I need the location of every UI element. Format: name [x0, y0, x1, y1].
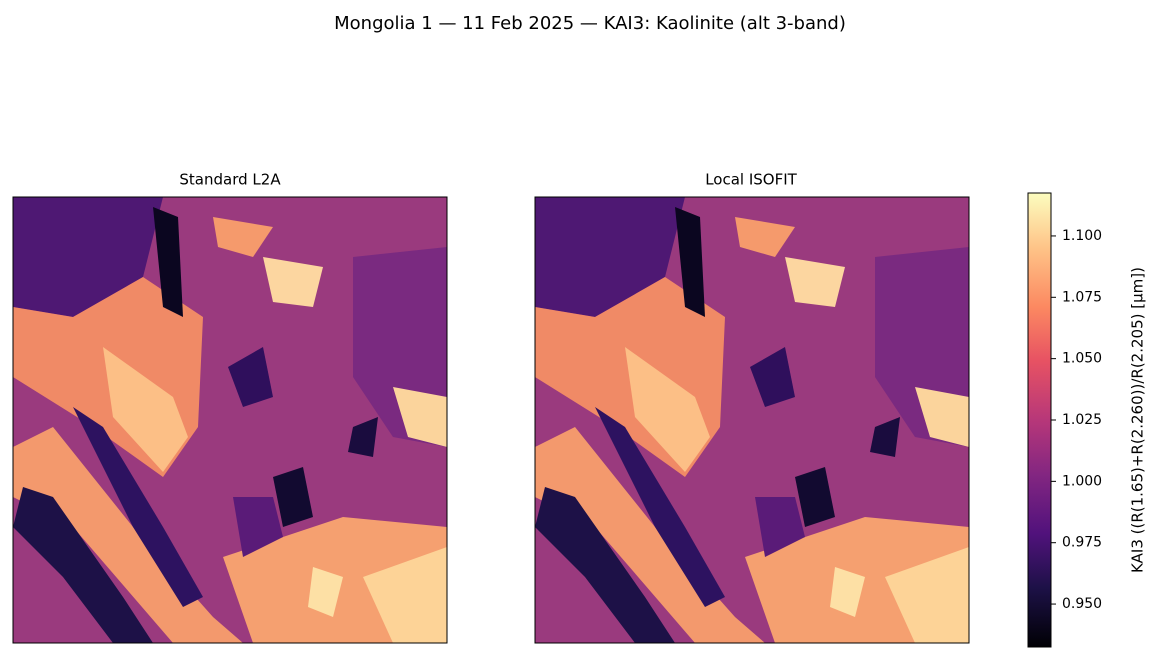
- colorbar: [1027, 192, 1052, 648]
- colorbar-tick-label: 1.025: [1062, 412, 1102, 428]
- colorbar-tick-label: 1.075: [1062, 289, 1102, 305]
- colorbar-tick-label: 0.975: [1062, 535, 1102, 551]
- panel-title: Local ISOFIT: [705, 171, 797, 189]
- image-panel: [13, 197, 447, 643]
- colorbar-tick-label: 0.950: [1062, 596, 1102, 612]
- colorbar-tick-label: 1.000: [1062, 473, 1102, 489]
- image-panel: [535, 197, 969, 643]
- colorbar-tick-label: 1.100: [1062, 228, 1102, 244]
- panel-frame: [12, 196, 448, 644]
- figure-title: Mongolia 1 — 11 Feb 2025 — KAI3: Kaolini…: [334, 13, 846, 34]
- panel-frame: [534, 196, 970, 644]
- colorbar-tick-label: 1.050: [1062, 351, 1102, 367]
- panel-title: Standard L2A: [179, 171, 281, 189]
- colorbar-label: KAI3 ((R(1.65)+R(2.260))/R(2.205) [µm]): [1129, 267, 1147, 573]
